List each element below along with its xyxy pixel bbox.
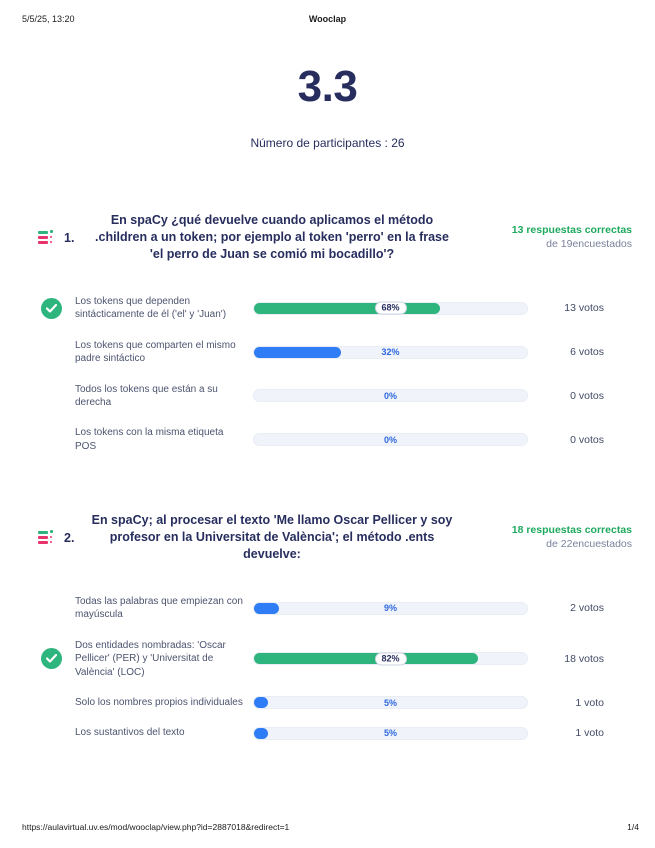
- correct-answers-count: 18 respuestas correctas: [511, 524, 632, 537]
- print-header: 5/5/25, 13:20 Wooclap: [22, 14, 633, 26]
- question-stats: 13 respuestas correctas de 19encuestados: [460, 224, 632, 250]
- answer-row: Todos los tokens que están a su derecha …: [38, 383, 632, 410]
- result-bar-fill: [254, 697, 268, 709]
- correct-check-icon: [41, 648, 62, 670]
- result-bar: 0%: [253, 389, 528, 403]
- answer-option-text: Los tokens que dependen sintácticamente …: [75, 296, 227, 321]
- answers-list: Los tokens que dependen sintácticamente …: [38, 295, 632, 453]
- result-bar: 5%: [253, 696, 528, 710]
- page-indicator: 1/4: [627, 822, 639, 832]
- answer-row: Solo los nombres propios individuales 5%…: [38, 696, 632, 710]
- print-footer: https://aulavirtual.uv.es/mod/wooclap/vi…: [22, 822, 639, 834]
- answer-option-text: Los tokens con la misma etiqueta POS: [75, 427, 224, 452]
- result-bar: 5%: [253, 726, 528, 740]
- percent-label: 9%: [383, 603, 398, 614]
- votes-count: 18 votos: [564, 652, 604, 665]
- correct-answers-count: 13 respuestas correctas: [511, 224, 632, 237]
- votes-count: 2 votos: [570, 602, 604, 615]
- question-number: 1.: [64, 230, 75, 245]
- answer-option-text: Los sustantivos del texto: [75, 727, 185, 739]
- answer-row: Los tokens que comparten el mismo padre …: [38, 339, 632, 366]
- question-text: En spaCy ¿qué devuelve cuando aplicamos …: [95, 213, 449, 261]
- result-bar: 82%: [253, 652, 528, 666]
- result-bar-fill: [254, 346, 342, 358]
- percent-label: 5%: [383, 697, 398, 708]
- votes-count: 6 votos: [570, 346, 604, 359]
- app-title: Wooclap: [308, 14, 347, 24]
- print-datetime: 5/5/25, 13:20: [22, 14, 75, 24]
- result-bar: 0%: [253, 433, 528, 447]
- result-bar-fill: [254, 653, 478, 665]
- question-block-1: 1. En spaCy ¿qué devuelve cuando aplicam…: [38, 212, 632, 470]
- answer-option-text: Los tokens que comparten el mismo padre …: [75, 339, 236, 365]
- percent-label: 82%: [374, 652, 407, 666]
- votes-count: 0 votos: [570, 389, 604, 402]
- mcq-question-type-icon: [38, 229, 54, 246]
- participants-count-label: Número de participantes : 26: [250, 136, 405, 150]
- question-text: En spaCy; al procesar el texto 'Me llamo…: [91, 513, 453, 561]
- question-stats: 18 respuestas correctas de 22encuestados: [460, 524, 632, 550]
- answer-row: Los tokens que dependen sintácticamente …: [38, 295, 632, 322]
- percent-label: 5%: [383, 728, 398, 739]
- votes-count: 0 votos: [570, 433, 604, 446]
- result-bar-fill: [254, 727, 268, 739]
- correct-check-icon: [41, 297, 62, 319]
- question-number: 2.: [64, 530, 75, 545]
- respondents-count: de 22encuestados: [546, 537, 632, 550]
- question-header: 2. En spaCy; al procesar el texto 'Me ll…: [38, 512, 632, 563]
- percent-label: 0%: [383, 434, 398, 445]
- quiz-average-score: 3.3: [297, 62, 358, 111]
- mcq-question-type-icon: [38, 529, 54, 546]
- source-url: https://aulavirtual.uv.es/mod/wooclap/vi…: [22, 822, 290, 832]
- votes-count: 1 voto: [575, 696, 604, 709]
- votes-count: 13 votos: [564, 302, 604, 315]
- result-bar-fill: [254, 602, 279, 614]
- answer-row: Todas las palabras que empiezan con mayú…: [38, 595, 632, 622]
- question-block-2: 2. En spaCy; al procesar el texto 'Me ll…: [38, 512, 632, 757]
- answer-row: Los tokens con la misma etiqueta POS 0% …: [38, 426, 632, 453]
- answer-row: Dos entidades nombradas: 'Oscar Pellicer…: [38, 639, 632, 679]
- result-bar: 32%: [253, 345, 528, 359]
- percent-label: 68%: [374, 301, 407, 315]
- votes-count: 1 voto: [575, 727, 604, 740]
- question-header: 1. En spaCy ¿qué devuelve cuando aplicam…: [38, 212, 632, 263]
- answer-row: Los sustantivos del texto 5% 1 voto: [38, 726, 632, 740]
- correct-marker-cell: [38, 648, 75, 670]
- percent-label: 0%: [383, 390, 398, 401]
- result-bar: 68%: [253, 301, 528, 315]
- answer-option-text: Solo los nombres propios individuales: [75, 696, 243, 708]
- percent-label: 32%: [381, 347, 400, 358]
- answer-option-text: Dos entidades nombradas: 'Oscar Pellicer…: [75, 639, 226, 678]
- correct-marker-cell: [38, 297, 75, 319]
- result-bar: 9%: [253, 601, 528, 615]
- result-bar-fill: [254, 302, 440, 314]
- answer-option-text: Todos los tokens que están a su derecha: [75, 383, 218, 408]
- answers-list: Todas las palabras que empiezan con mayú…: [38, 595, 632, 740]
- answer-option-text: Todas las palabras que empiezan con mayú…: [75, 596, 243, 621]
- respondents-count: de 19encuestados: [546, 237, 632, 250]
